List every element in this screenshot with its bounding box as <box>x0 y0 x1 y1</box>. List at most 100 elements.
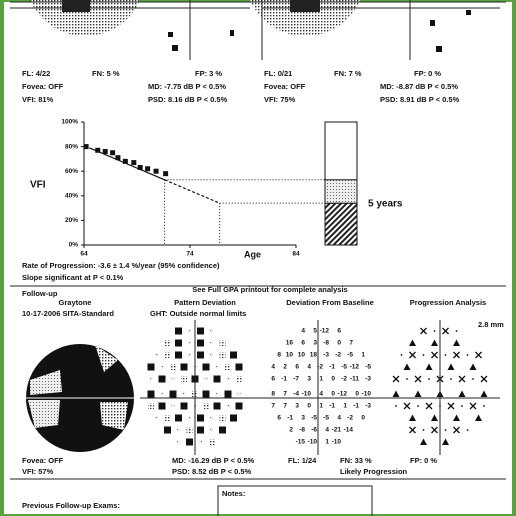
symbol <box>210 428 213 432</box>
note: See Full GPA printout for complete analy… <box>192 285 347 294</box>
deviation-value: 3 <box>307 376 311 383</box>
symbol <box>431 351 438 359</box>
deviation-value: -4 <box>293 391 299 398</box>
x-tick-label: 84 <box>292 251 300 258</box>
deviation-value: 1 <box>325 439 329 446</box>
symbol <box>400 354 403 356</box>
deviation-value: 10 <box>298 352 306 359</box>
deviation-value: -2 <box>347 415 353 422</box>
deviation-value: 6 <box>301 340 305 347</box>
fovea: Fovea: OFF <box>22 456 64 465</box>
notes-box <box>217 485 373 516</box>
symbol <box>215 365 219 369</box>
symbol <box>480 390 488 397</box>
deviation-value: 6 <box>277 415 281 422</box>
symbol <box>237 392 241 396</box>
deviation-value: -10 <box>332 439 342 446</box>
symbol <box>226 404 230 408</box>
symbol <box>453 351 460 359</box>
symbol <box>422 354 425 356</box>
fp: FP: 3 % <box>195 69 222 78</box>
symbol <box>224 390 232 398</box>
header: Graytone <box>59 298 92 307</box>
symbol <box>175 339 182 347</box>
projection-line <box>164 179 220 204</box>
exam: 10-17-2006 SITA-Standard <box>22 309 114 318</box>
deviation-value: -21 <box>332 427 342 434</box>
deviation-value: -10 <box>308 439 318 446</box>
y-tick-label: 100% <box>61 119 78 126</box>
deviation-value: 3 <box>313 340 317 347</box>
deviation-value: -5 <box>365 364 371 371</box>
deviation-value: 2 <box>283 364 287 371</box>
deviation-value: 8 <box>277 352 281 359</box>
symbol <box>409 426 416 434</box>
symbol <box>428 378 430 380</box>
vfi: VFI: 57% <box>22 467 54 476</box>
symbol <box>226 377 230 381</box>
symbol <box>236 376 242 382</box>
symbol <box>208 439 215 445</box>
deviation-value: 4 <box>307 364 311 371</box>
symbol <box>425 402 433 410</box>
symbol <box>197 414 204 422</box>
symbol <box>450 378 452 380</box>
deviation-value: 7 <box>283 391 287 398</box>
symbol <box>180 402 188 410</box>
deviation-value: -15 <box>296 439 306 446</box>
symbol <box>147 363 155 371</box>
fn: FN: 33 % <box>340 456 372 465</box>
symbol <box>180 363 188 371</box>
deviation-value: -5 <box>323 415 329 422</box>
symbol <box>219 352 226 358</box>
deviation-value: -1 <box>281 376 287 383</box>
deviation-value: 0 <box>331 376 335 383</box>
symbol <box>160 365 164 369</box>
symbol <box>175 351 182 359</box>
symbol <box>149 377 153 381</box>
symbol <box>420 327 427 335</box>
symbol <box>225 364 231 370</box>
progression-analysis <box>392 327 488 445</box>
symbol <box>414 390 422 397</box>
deviation-value: 5 <box>313 328 317 335</box>
top-fields <box>10 0 506 60</box>
deviation-value: 4 <box>325 427 329 434</box>
deviation-value: -14 <box>344 427 354 434</box>
header: Pattern Deviation <box>174 298 236 307</box>
symbol <box>202 363 210 371</box>
symbol <box>458 375 466 383</box>
deviation-value: 10 <box>286 352 294 359</box>
symbol <box>186 427 193 433</box>
result: Likely Progression <box>340 467 408 476</box>
psd: PSD: 8.52 dB P < 0.5% <box>172 467 252 476</box>
symbol <box>455 330 458 332</box>
symbol <box>461 405 463 407</box>
fl: FL: 1/24 <box>288 456 317 465</box>
symbol <box>417 405 419 407</box>
deviation-value: -1 <box>329 403 335 410</box>
bar-segment <box>324 179 358 204</box>
symbol <box>469 402 477 410</box>
deviation-value: -8 <box>299 427 305 434</box>
md: MD: -7.75 dB P < 0.5% <box>148 82 226 91</box>
symbol <box>425 363 433 370</box>
deviation-value: 3 <box>295 403 299 410</box>
deviation-value: 6 <box>295 364 299 371</box>
symbol <box>453 426 460 434</box>
rate: Rate of Progression: -3.6 ± 1.4 %/year (… <box>22 261 220 270</box>
vfi: VFI: 81% <box>22 95 54 104</box>
symbol <box>409 339 416 346</box>
symbol <box>431 426 438 434</box>
symbol <box>147 390 155 398</box>
symbol <box>475 351 482 359</box>
symbol <box>414 375 422 383</box>
symbol <box>155 353 158 357</box>
symbol <box>164 340 171 346</box>
symbol <box>395 405 397 407</box>
symbol <box>171 377 175 381</box>
x-tick-label: 74 <box>186 251 194 258</box>
deviation-value: 4 <box>319 391 323 398</box>
deviation-value: -10 <box>302 391 312 398</box>
symbol <box>392 375 400 383</box>
